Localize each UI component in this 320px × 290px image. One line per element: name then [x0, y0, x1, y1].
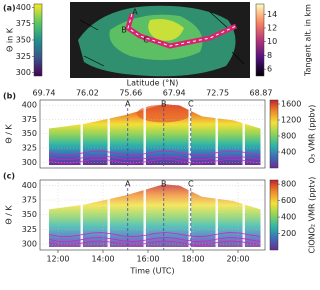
x2-tick-label: 76.02: [76, 89, 99, 98]
y-tick-label: 300: [22, 240, 37, 249]
y-tick-label: 300: [22, 158, 37, 167]
contour-line: [48, 240, 261, 246]
x2-axis-label: Latitude (°N): [127, 79, 179, 88]
contour-line: [48, 155, 261, 161]
y-tick-label: 325: [22, 225, 37, 234]
y-tick-label: 375: [22, 196, 37, 205]
data-gap: [80, 100, 83, 168]
colorbar-tick-label: 8: [267, 51, 272, 60]
colorbar-tick-label: 200: [281, 229, 296, 238]
panel-label: (a): [3, 4, 16, 13]
y-tick-label: 375: [22, 115, 37, 124]
data-gap: [215, 100, 218, 168]
colorbar-tick-label: 400: [281, 148, 296, 157]
x2-tick-label: 69.74: [33, 89, 56, 98]
colorbar-tick-label: 12: [267, 24, 277, 33]
colorbar: [255, 3, 265, 77]
colorbar-tick-label: 800: [281, 132, 296, 141]
colorbar-tick-label: 325: [16, 52, 31, 61]
x-tick-label: 12:00: [46, 255, 69, 264]
data-gap: [242, 180, 245, 250]
data-gap: [143, 180, 146, 250]
colorbar-tick-label: 6: [267, 65, 272, 74]
plot-frame: [39, 179, 266, 251]
flight-track: [127, 13, 237, 47]
contour-line: [48, 150, 261, 156]
annotation: A: [125, 180, 131, 189]
x2-tick-label: 67.94: [163, 89, 186, 98]
colorbar-tick-label: 10: [267, 37, 277, 46]
x-tick-label: 14:00: [91, 255, 114, 264]
data-gap: [188, 100, 191, 168]
colorbar-tick-label: 600: [281, 196, 296, 205]
panel-label: (b): [3, 92, 16, 101]
y-axis-label: Θ / K: [5, 205, 14, 225]
y-tick-label: 350: [22, 210, 37, 219]
x2-tick-label: 75.66: [119, 89, 142, 98]
colorbar-title: Θ in K: [6, 27, 15, 52]
data-gap: [242, 100, 245, 168]
x2-tick-label: 68.87: [250, 89, 273, 98]
colorbar-tick-label: 375: [16, 19, 31, 28]
y-tick-label: 325: [22, 144, 37, 153]
contour-line: [48, 236, 261, 242]
annotation: B: [161, 100, 167, 109]
colorbar-title: Tangent alt. in km: [304, 4, 313, 77]
data-gap: [188, 180, 191, 250]
x-axis-label: Time (UTC): [129, 267, 174, 276]
x-tick-label: 18:00: [181, 255, 204, 264]
annotation: A: [132, 8, 138, 17]
plot-frame: [39, 99, 266, 169]
colorbar-tick-label: 300: [16, 68, 31, 77]
colorbar-tick-label: 1200: [281, 116, 301, 125]
annotation: C: [188, 100, 194, 109]
data-gap: [107, 180, 110, 250]
colorbar-tick-label: 350: [16, 36, 31, 45]
x-tick-label: 20:00: [226, 255, 249, 264]
y-tick-label: 400: [22, 101, 37, 110]
annotation: A: [125, 100, 131, 109]
data-gap: [80, 180, 83, 250]
y-tick-label: 350: [22, 129, 37, 138]
contour-line: [48, 158, 261, 164]
y-tick-label: 400: [22, 181, 37, 190]
colorbar-tick-label: 800: [281, 180, 296, 189]
colorbar: [33, 3, 43, 77]
x2-tick-label: 72.75: [206, 89, 229, 98]
curtain: [49, 104, 261, 165]
x-tick-label: 16:00: [136, 255, 159, 264]
data-gap: [143, 100, 146, 168]
colorbar: [269, 99, 279, 169]
annotation: B: [161, 180, 167, 189]
y-axis-label: Θ / K: [5, 124, 14, 144]
colorbar-tick-label: 400: [16, 3, 31, 12]
curtain: [49, 184, 261, 247]
colorbar-tick-label: 14: [267, 10, 277, 19]
coastline: [79, 11, 245, 67]
colorbar-title: O₃ VMR (ppbv): [308, 105, 317, 164]
data-gap: [215, 180, 218, 250]
annotation: C: [188, 180, 194, 189]
panel-label: (c): [3, 172, 15, 181]
data-gap: [107, 100, 110, 168]
annotation: C: [143, 36, 149, 45]
colorbar-tick-label: 400: [281, 213, 296, 222]
colorbar: [269, 179, 279, 251]
map-field: [148, 19, 184, 41]
annotation: B: [121, 26, 127, 35]
colorbar-title: ClONO₂ VMR (pptv): [308, 177, 317, 254]
colorbar-tick-label: 1600: [281, 100, 301, 109]
contour-line: [48, 232, 261, 238]
